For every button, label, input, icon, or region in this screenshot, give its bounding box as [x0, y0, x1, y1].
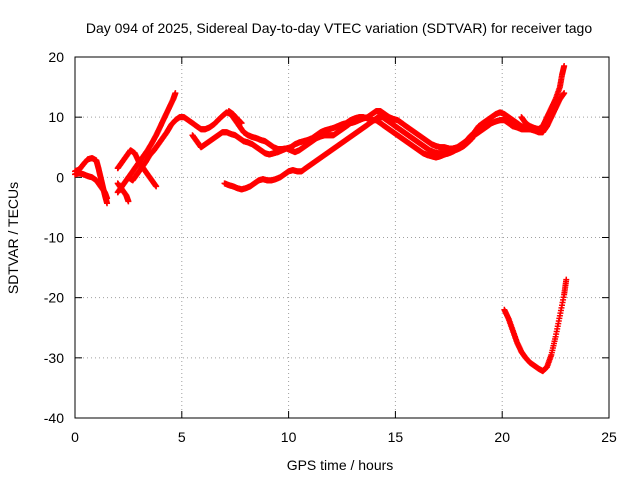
- series-9: [225, 108, 245, 127]
- y-tick-label: 10: [48, 109, 64, 125]
- y-tick-label: 0: [56, 169, 64, 185]
- series-7: [189, 114, 542, 161]
- data-point: [125, 198, 132, 205]
- data-point: [561, 63, 568, 70]
- axis-ticks: [74, 56, 610, 419]
- x-tick-label: 20: [494, 429, 510, 445]
- y-tick-label: 20: [48, 49, 64, 65]
- series-8: [221, 114, 476, 193]
- x-tick-label: 25: [601, 429, 617, 445]
- data-point: [172, 90, 179, 97]
- y-tick-label: -10: [44, 230, 64, 246]
- x-axis-label: GPS time / hours: [287, 457, 394, 473]
- chart-title: Day 094 of 2025, Sidereal Day-to-day VTE…: [86, 20, 593, 36]
- x-tick-label: 10: [281, 429, 297, 445]
- x-tick-label: 5: [178, 429, 186, 445]
- y-tick-label: -20: [44, 290, 64, 306]
- series-4: [114, 90, 179, 196]
- y-tick-label: -40: [44, 410, 64, 426]
- tick-labels: 0 5 10 15 20 25 -40 -30 -20 -10 0 10 20: [44, 49, 617, 445]
- series-2: [72, 170, 111, 202]
- y-tick-label: -30: [44, 350, 64, 366]
- data-point: [469, 135, 476, 142]
- data-point: [561, 90, 568, 97]
- data-point: [153, 183, 160, 190]
- data-point: [104, 195, 111, 202]
- x-tick-label: 15: [388, 429, 404, 445]
- data-series: [72, 63, 570, 375]
- data-point: [563, 276, 570, 283]
- data-point: [238, 120, 245, 127]
- x-tick-label: 0: [71, 429, 79, 445]
- series-10: [518, 63, 568, 133]
- series-11: [501, 276, 570, 375]
- y-axis-label: SDTVAR / TECUs: [5, 182, 21, 294]
- series-5: [114, 180, 132, 205]
- series-3: [114, 147, 160, 190]
